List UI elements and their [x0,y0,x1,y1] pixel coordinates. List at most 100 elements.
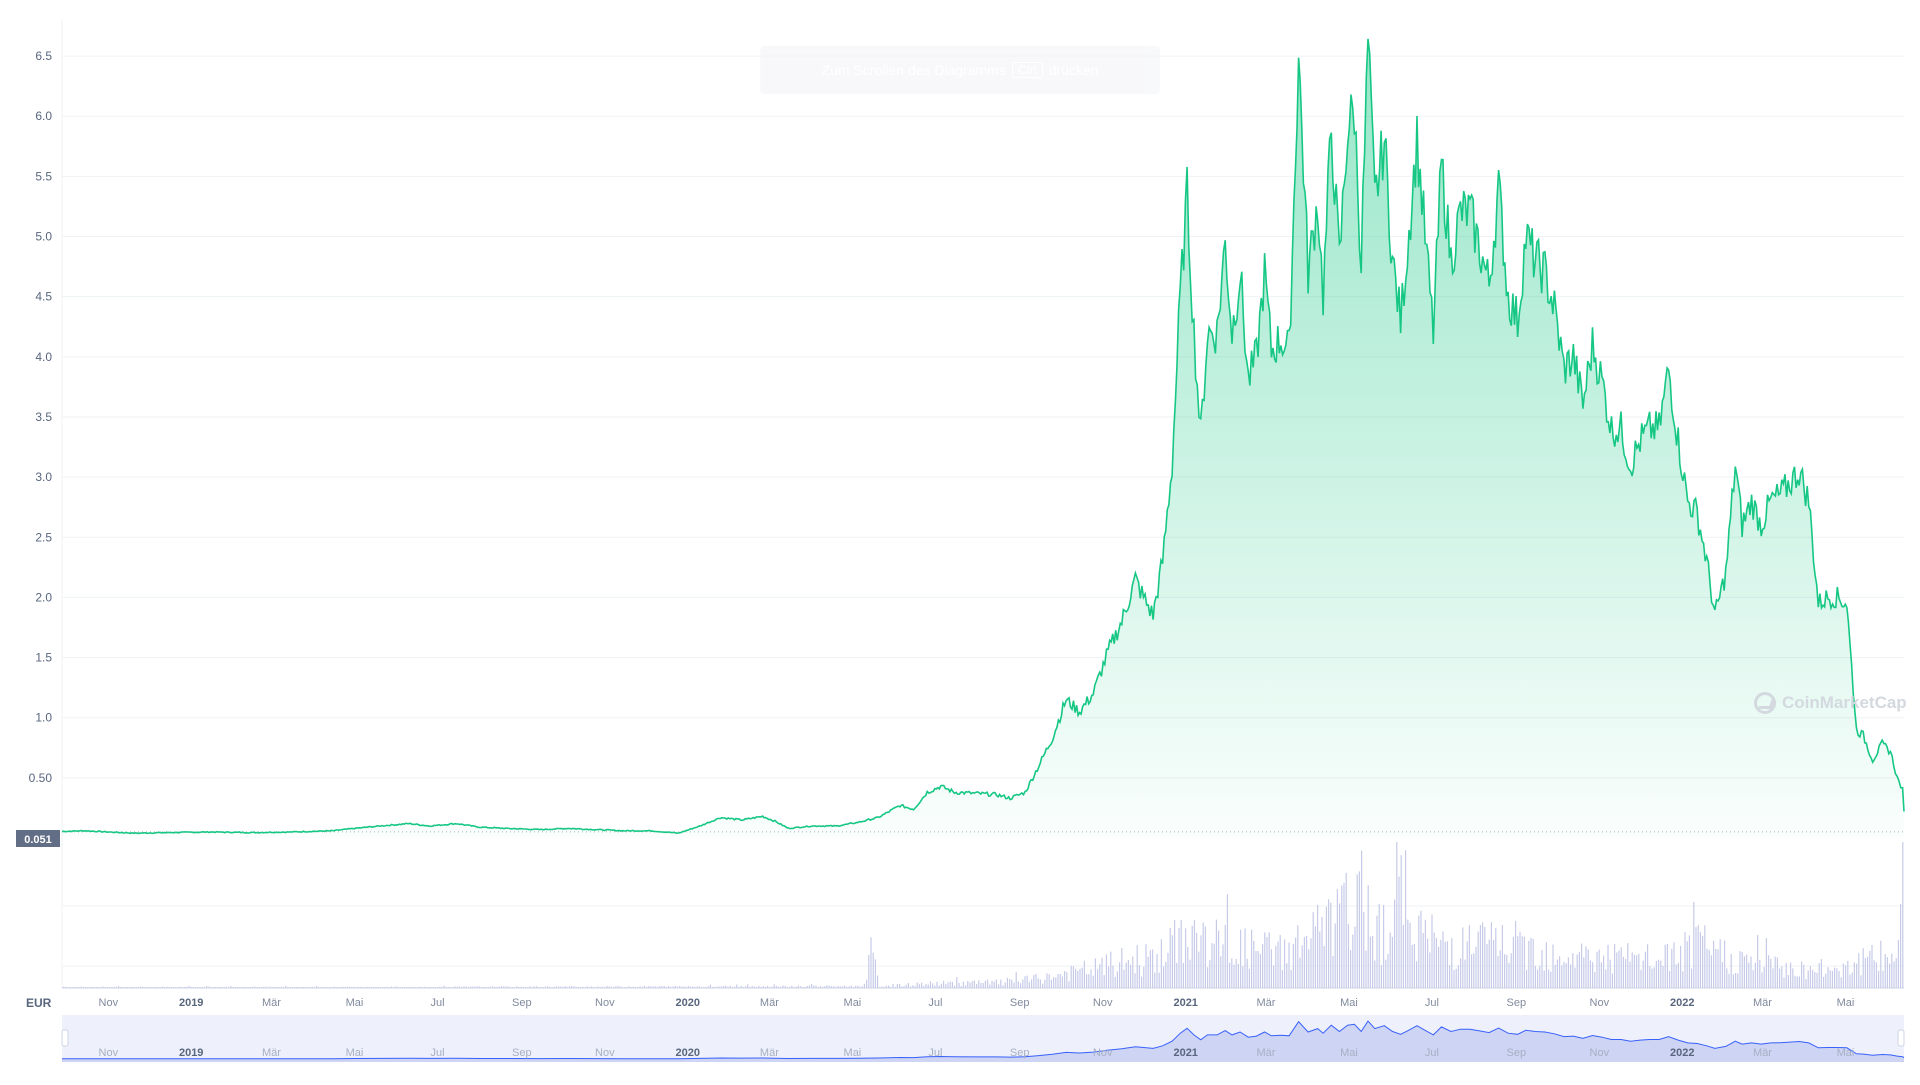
volume-bar [707,986,709,988]
volume-bar [782,985,784,988]
scroll-hint: Zum Scrollen des Diagramms Ctrl drücken [760,46,1160,94]
volume-bar [657,986,659,988]
volume-bar [769,987,771,988]
volume-bar [1512,937,1514,988]
volume-bar [560,986,562,988]
volume-bar [184,987,186,988]
volume-bar [630,987,632,988]
volume-bar [415,987,417,988]
volume-bar [791,985,793,988]
volume-bar [1427,938,1429,988]
volume-bar [1763,966,1765,988]
price-area-fill [62,38,1904,838]
volume-bar [1323,946,1325,988]
volume-bar [1081,967,1083,988]
volume-bar [153,987,155,988]
volume-bar [1180,919,1182,988]
navigator-right-handle[interactable] [1897,1029,1905,1047]
navigator-tick-label: Mai [1340,1047,1358,1059]
volume-bar [1644,951,1646,988]
volume-bar [69,987,71,988]
volume-bar [998,984,1000,988]
volume-bar [694,987,696,988]
y-tick-label: 3.0 [35,470,52,484]
x-tick-label: Mär [262,997,281,1009]
volume-bar [1704,925,1706,988]
volume-bar [1262,943,1264,988]
volume-bar [228,987,230,988]
y-tick-label: 2.0 [35,590,52,604]
volume-bar [1112,965,1114,988]
x-axis: Nov 2019 Mär Mai Jul Sep Nov 2020 Mär Mai Jul Sep No… [99,997,1855,1009]
volume-bar [1039,979,1041,988]
volume-bar [428,987,430,988]
volume-bar [758,985,760,988]
volume-bar [1286,963,1288,988]
volume-bar [1394,899,1396,988]
range-navigator[interactable]: Nov 2019 Mär Mai Jul Sep Nov 2020 Mär Mai Jul Sep No… [61,1015,1905,1062]
volume-bar [1581,943,1583,988]
volume-bar [448,987,450,988]
volume-bar [1365,950,1367,988]
volume-bar [1097,969,1099,988]
volume-bar [1405,850,1407,988]
volume-bar [767,986,769,988]
volume-bar [450,987,452,988]
volume-bar [740,985,742,988]
volume-bar [687,986,689,988]
volume-bar [1094,958,1096,988]
volume-bar [1493,940,1495,988]
volume-bar [1396,842,1398,988]
y-tick-label: 6.5 [35,49,52,63]
volume-bar [404,987,406,988]
volume-bars [63,842,1904,988]
volume-bar [181,987,183,988]
volume-bar [1884,954,1886,988]
volume-bar [874,959,876,988]
volume-bar [978,980,980,988]
volume-bar [1853,962,1855,988]
volume-bar [192,987,194,988]
volume-bar [1757,935,1759,988]
volume-bar [624,987,626,988]
volume-bar [349,986,351,988]
volume-bar [701,987,703,988]
volume-bar [1607,944,1609,988]
volume-bar [1046,973,1048,988]
volume-bar [542,987,544,988]
volume-bar [1688,935,1690,988]
volume-bar [916,982,918,988]
volume-bar [872,952,874,988]
volume-bar [1658,959,1660,988]
volume-bar [1902,842,1904,988]
volume-bar [1156,954,1158,988]
volume-bar [648,986,650,988]
volume-bar [1130,964,1132,988]
volume-bar [1552,944,1554,988]
volume-bar [1218,930,1220,988]
volume-bar [1449,965,1451,988]
volume-bar [107,987,109,988]
volume-bar [1508,962,1510,988]
volume-bar [696,986,698,988]
volume-bar [947,982,949,988]
volume-bar [148,987,150,988]
volume-bar [553,987,555,988]
volume-bar [1358,871,1360,988]
volume-bar [1783,977,1785,988]
volume-bar [725,985,727,988]
volume-bar [1220,956,1222,988]
volume-bar [1050,980,1052,988]
volume-bar [547,986,549,988]
x-tick-label: Nov [1093,997,1113,1009]
volume-bar [806,986,808,988]
volume-bar [580,987,582,988]
volume-bar [351,987,353,988]
navigator-left-handle[interactable] [61,1029,69,1047]
volume-bar [243,987,245,988]
volume-bar [285,986,287,988]
volume-bar [617,985,619,988]
volume-bar [1132,956,1134,988]
